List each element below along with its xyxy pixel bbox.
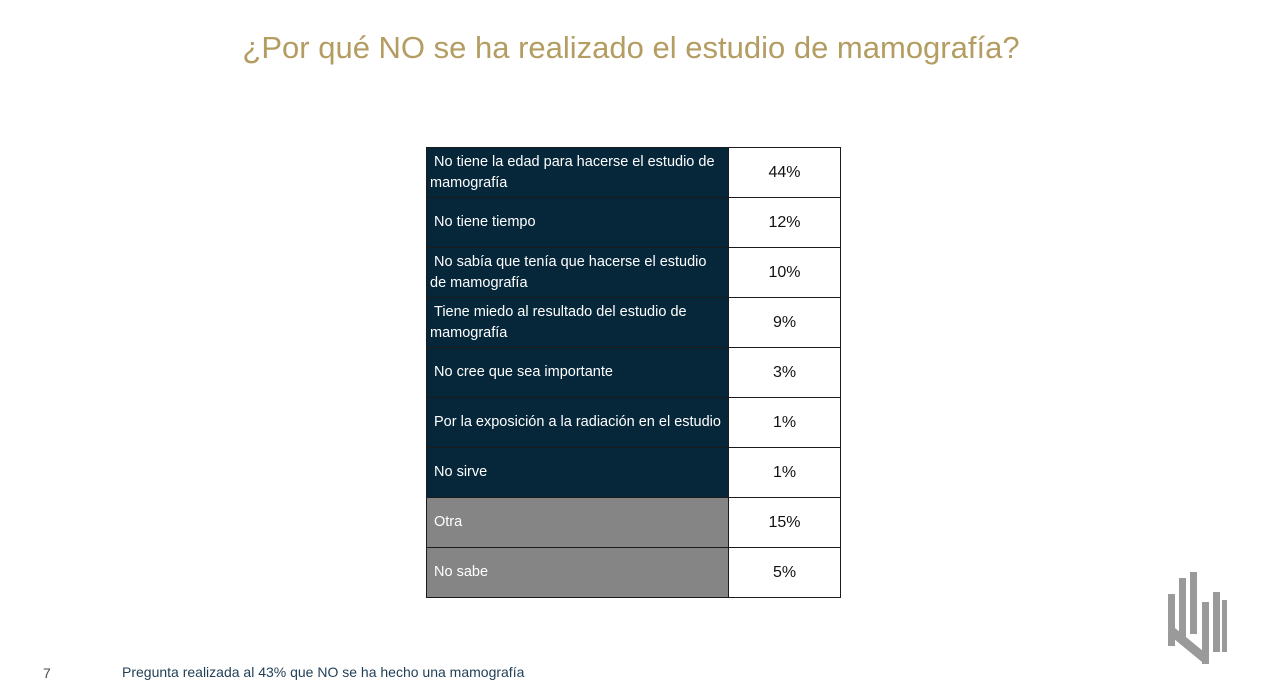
logo-bar	[1190, 572, 1197, 634]
row-label: No sirve	[434, 464, 488, 480]
row-value: 15%	[728, 497, 841, 548]
row-value: 5%	[728, 547, 841, 598]
row-label-cell: No sabe	[426, 547, 729, 598]
table-row: No tiene tiempo 12%	[426, 197, 841, 248]
row-label: No sabía que tenía que hacerse el estudi…	[430, 253, 707, 291]
row-value: 10%	[728, 247, 841, 298]
results-table: No tiene la edad para hacerse el estudio…	[426, 147, 841, 598]
row-label-cell: No tiene la edad para hacerse el estudio…	[426, 147, 729, 198]
table-row: No tiene la edad para hacerse el estudio…	[426, 147, 841, 198]
row-label: Otra	[434, 514, 463, 530]
row-value: 44%	[728, 147, 841, 198]
row-label-cell: Tiene miedo al resultado del estudio de …	[426, 297, 729, 348]
row-label-cell: Otra	[426, 497, 729, 548]
logo-bar	[1222, 600, 1227, 652]
brand-logo-icon	[1168, 572, 1227, 664]
row-value: 9%	[728, 297, 841, 348]
table-row: No sabía que tenía que hacerse el estudi…	[426, 247, 841, 298]
logo-bar	[1168, 594, 1175, 646]
table-row: No sabe 5%	[426, 547, 841, 598]
row-label: No tiene tiempo	[434, 214, 536, 230]
row-label-cell: No cree que sea importante	[426, 347, 729, 398]
row-label: Por la exposición a la radiación en el e…	[434, 414, 721, 430]
row-value: 1%	[728, 397, 841, 448]
row-value: 3%	[728, 347, 841, 398]
logo-bar	[1213, 592, 1220, 652]
page-number: 7	[43, 665, 51, 681]
footer-note: Pregunta realizada al 43% que NO se ha h…	[122, 664, 525, 680]
table-row: No cree que sea importante 3%	[426, 347, 841, 398]
table-row: Por la exposición a la radiación en el e…	[426, 397, 841, 448]
row-label: Tiene miedo al resultado del estudio de …	[430, 303, 687, 341]
row-label-cell: No tiene tiempo	[426, 197, 729, 248]
table-row: Tiene miedo al resultado del estudio de …	[426, 297, 841, 348]
row-label: No cree que sea importante	[434, 364, 613, 380]
table-row: Otra 15%	[426, 497, 841, 548]
logo-bar	[1179, 578, 1186, 638]
table-row: No sirve 1%	[426, 447, 841, 498]
logo-diagonal	[1168, 628, 1209, 662]
row-value: 12%	[728, 197, 841, 248]
page-title: ¿Por qué NO se ha realizado el estudio d…	[242, 30, 1020, 65]
row-label-cell: No sirve	[426, 447, 729, 498]
row-value: 1%	[728, 447, 841, 498]
row-label-cell: No sabía que tenía que hacerse el estudi…	[426, 247, 729, 298]
row-label: No tiene la edad para hacerse el estudio…	[430, 153, 715, 191]
row-label-cell: Por la exposición a la radiación en el e…	[426, 397, 729, 448]
logo-bar	[1202, 602, 1209, 664]
row-label: No sabe	[434, 564, 489, 580]
